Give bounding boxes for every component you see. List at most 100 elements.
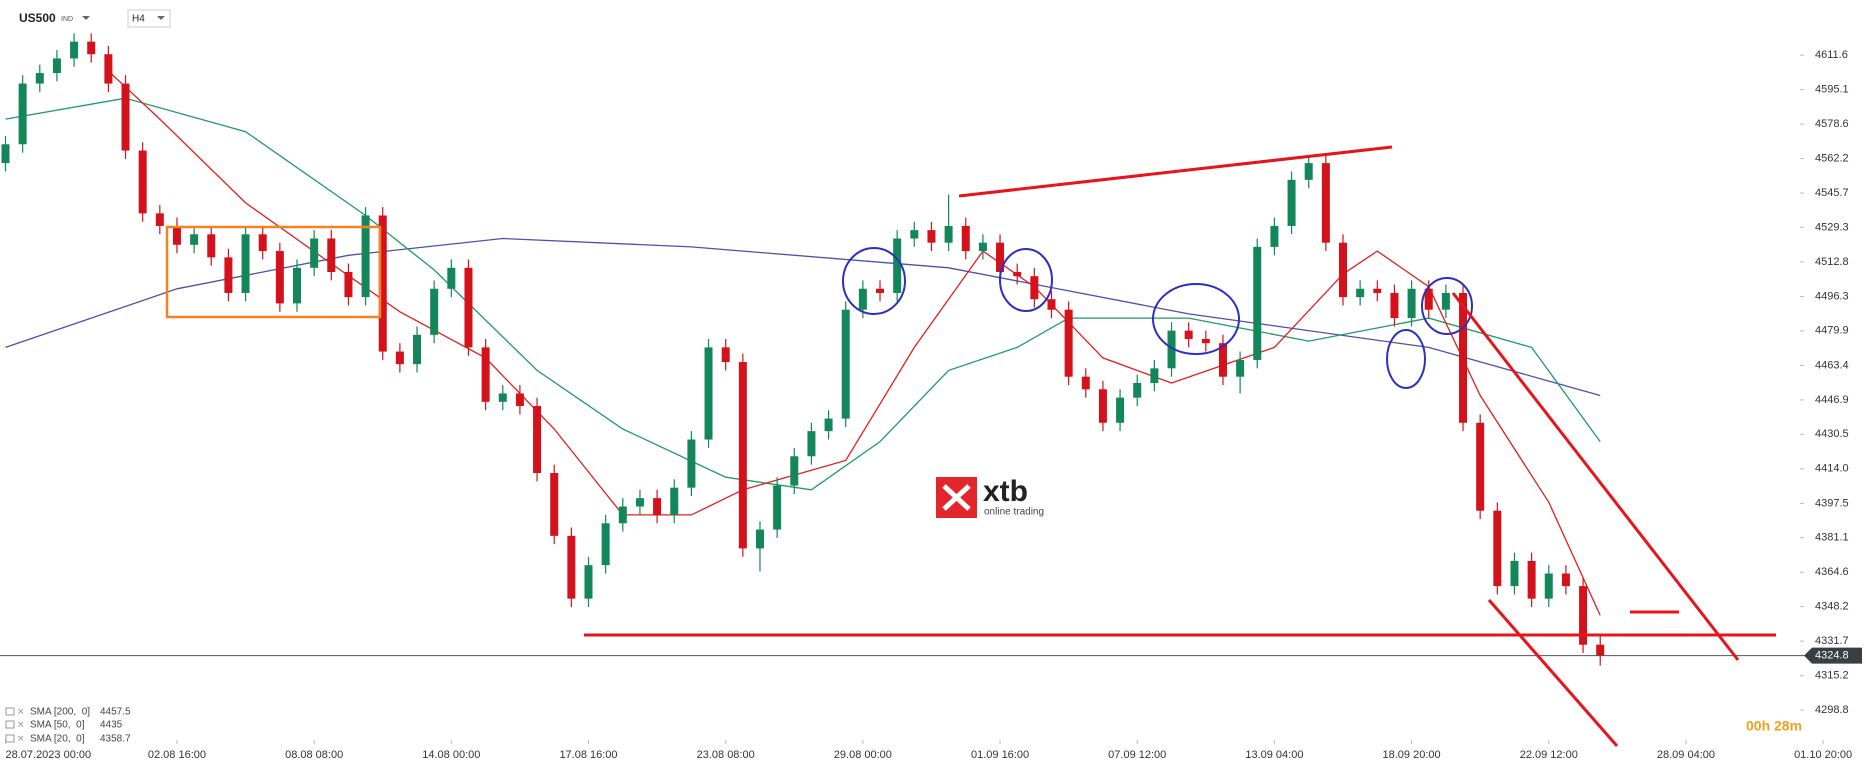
dropdown-arrow[interactable] — [157, 16, 165, 20]
circle — [1386, 329, 1426, 389]
sma-line — [5, 97, 1601, 491]
candle-body — [653, 498, 662, 515]
legend-name: SMA [200, 0] — [30, 707, 90, 718]
trendline — [1487, 599, 1619, 747]
x-tick-label: 28.07.2023 00:00 — [5, 749, 91, 761]
candle-body — [207, 234, 216, 258]
current-price-label: 4324.8 — [1815, 650, 1849, 662]
candle-body — [1561, 573, 1570, 587]
candle-body — [601, 523, 610, 566]
candle-body — [1116, 397, 1125, 423]
x-tick-label: 14.08 00:00 — [422, 749, 480, 761]
symbol-tag: IND — [61, 16, 73, 23]
x-tick-label: 01.10 20:00 — [1794, 749, 1852, 761]
current-price-box — [1804, 647, 1862, 664]
y-tick-label: 4446.9 — [1815, 394, 1849, 406]
y-tick-label: 4512.8 — [1815, 256, 1849, 268]
candle-body — [87, 41, 96, 55]
legend-icon — [5, 720, 15, 729]
candle-body — [618, 506, 627, 524]
tagline: online trading — [984, 507, 1044, 518]
candle-body — [910, 230, 919, 239]
candle-body — [327, 238, 336, 273]
candle-body — [1236, 359, 1245, 377]
candle-body — [1407, 288, 1416, 319]
candle-body — [310, 238, 319, 268]
sma-line — [107, 70, 1601, 616]
candle-body — [1270, 225, 1279, 247]
watermark: xtb online trading — [936, 475, 1044, 518]
countdown: 00h 28m — [1746, 718, 1802, 734]
candle-body — [481, 347, 490, 402]
candle-body — [138, 150, 147, 214]
candle-body — [1373, 288, 1382, 293]
candle-body — [1030, 276, 1039, 300]
x-tick-label: 22.09 12:00 — [1520, 749, 1578, 761]
y-tick-label: 4315.2 — [1815, 670, 1849, 682]
candle-body — [738, 362, 747, 549]
candle-body — [584, 565, 593, 599]
candle-body — [996, 242, 1005, 273]
y-tick-label: 4463.4 — [1815, 359, 1849, 371]
candle-body — [1527, 560, 1536, 599]
legend-name: SMA [20, 0] — [30, 734, 85, 745]
x-tick-label: 23.08 08:00 — [697, 749, 755, 761]
x-tick-label: 17.08 16:00 — [559, 749, 617, 761]
candle-body — [344, 272, 353, 298]
circles — [842, 247, 1473, 389]
y-tick-label: 4611.6 — [1815, 49, 1848, 61]
y-tick-label: 4298.8 — [1815, 704, 1849, 716]
candle-body — [567, 535, 576, 599]
logo-mark — [942, 484, 971, 511]
candle-body — [773, 485, 782, 530]
y-tick-label: 4529.3 — [1815, 221, 1849, 233]
select-box[interactable] — [127, 9, 171, 28]
dropdown-arrow[interactable] — [82, 16, 90, 20]
candle-body — [1544, 573, 1553, 599]
y-tick-label: 4562.2 — [1815, 152, 1849, 164]
candle-body — [104, 54, 113, 84]
candle-body — [1510, 560, 1519, 587]
trendline — [958, 145, 1393, 198]
x-tick-label: 01.09 16:00 — [971, 749, 1029, 761]
timeframe-select[interactable]: H4 — [127, 9, 171, 28]
candle-body — [1, 144, 10, 164]
candle-body — [1321, 163, 1330, 243]
x-tick-label: 02.08 16:00 — [148, 749, 206, 761]
range-box — [165, 225, 382, 319]
candle-body — [1133, 382, 1142, 398]
timeframe[interactable]: H4 — [132, 14, 145, 25]
candle-body — [258, 234, 267, 252]
circle — [1421, 277, 1473, 335]
legend-close: ✕ — [17, 706, 25, 716]
candle-body — [52, 58, 61, 74]
x-tick-label: 18.09 20:00 — [1383, 749, 1441, 761]
candle-body — [944, 225, 953, 243]
candle-body — [533, 406, 542, 474]
candle-body — [1218, 343, 1227, 377]
candle-body — [893, 238, 902, 293]
candle-body — [172, 225, 181, 245]
candle-body — [978, 242, 987, 252]
y-tick-label: 4331.7 — [1815, 635, 1849, 647]
y-tick-label: 4397.5 — [1815, 497, 1849, 509]
candle-body — [1476, 422, 1485, 511]
candle-body — [1441, 292, 1450, 310]
candle-body — [1150, 368, 1159, 383]
y-tick-label: 4430.5 — [1815, 428, 1849, 440]
x-tick-label: 07.09 12:00 — [1108, 749, 1166, 761]
candle-body — [670, 487, 679, 515]
candle-body — [70, 41, 79, 59]
legend-value: 4435 — [100, 720, 123, 731]
candle-body — [1064, 309, 1073, 377]
candle-body — [1047, 299, 1056, 310]
candle-body — [1356, 288, 1365, 298]
legend-close: ✕ — [17, 719, 25, 729]
candle-body — [413, 334, 422, 365]
circle — [999, 248, 1053, 312]
candle-body — [1493, 510, 1502, 587]
candle-body — [275, 251, 284, 304]
candle-body — [1390, 292, 1399, 319]
candle-body — [155, 213, 164, 226]
candle-body — [1459, 292, 1468, 423]
